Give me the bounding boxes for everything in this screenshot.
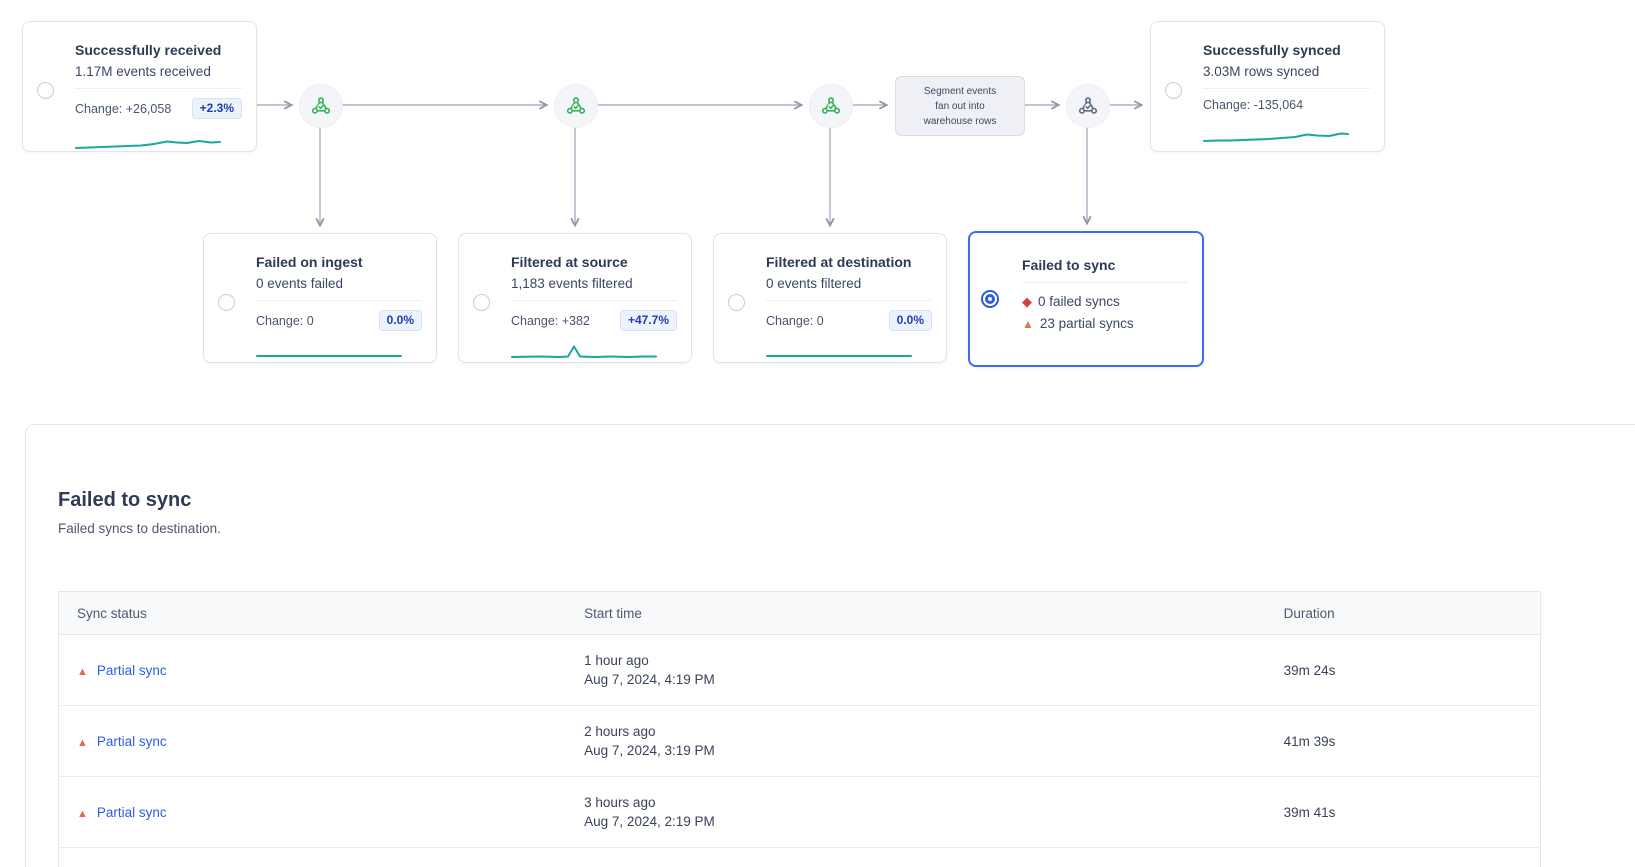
connections-check-icon <box>1078 97 1098 114</box>
divider <box>511 300 677 301</box>
partial-sync-icon: ▲ <box>77 736 88 749</box>
divider <box>256 300 422 301</box>
table-row: ▲ Partial sync 3 hours ago Aug 7, 2024, 2… <box>58 776 1541 848</box>
card-value: 0 events failed <box>256 276 344 291</box>
radio-filtered-at-source[interactable] <box>473 294 490 311</box>
connections-check-icon <box>821 97 841 114</box>
sync-status-link[interactable]: Partial sync <box>96 804 167 820</box>
change-label: Change: -135,064 <box>1203 98 1304 112</box>
partial-sync-icon: ▲ <box>77 665 88 678</box>
sync-status-link[interactable]: Partial sync <box>96 733 167 749</box>
pipeline-node-icon-3 <box>809 84 853 128</box>
column-header-start-time: Start time <box>566 591 1266 635</box>
change-label: Change: +382 <box>511 313 590 328</box>
column-header-duration: Duration <box>1265 591 1541 635</box>
fan-out-note-line: fan out into <box>935 100 985 112</box>
pipeline-node-icon-1 <box>299 84 343 128</box>
sparkline <box>511 345 657 358</box>
stage-card-filtered-at-destination[interactable]: Filtered at destination 0 events filtere… <box>713 233 947 363</box>
duration-value: 41m 39s <box>1265 705 1541 777</box>
fan-out-note: Segment events fan out into warehouse ro… <box>895 76 1025 136</box>
card-title: Filtered at source <box>511 254 628 270</box>
stage-card-filtered-at-source[interactable]: Filtered at source 1,183 events filtered… <box>458 233 692 363</box>
table-header-row: Sync status Start time Duration <box>58 591 1541 635</box>
failed-syncs-icon: ◆ <box>1022 294 1032 309</box>
radio-failed-on-ingest[interactable] <box>218 294 235 311</box>
start-datetime: Aug 7, 2024, 2:19 PM <box>584 814 715 829</box>
fan-out-note-line: Segment events <box>923 85 997 97</box>
change-badge: +47.7% <box>619 310 677 331</box>
stage-card-failed-to-sync[interactable]: Failed to sync ◆ 0 failed syncs ▲ 23 parti… <box>968 231 1204 367</box>
panel-description: Failed syncs to destination. <box>58 521 221 536</box>
radio-filtered-at-destination[interactable] <box>728 294 745 311</box>
card-value: 1,183 events filtered <box>511 276 633 291</box>
divider <box>766 300 932 301</box>
change-label: Change: +26,058 <box>75 101 172 116</box>
stage-card-failed-on-ingest[interactable]: Failed on ingest 0 events failed Change:… <box>203 233 437 363</box>
start-datetime: Aug 7, 2024, 3:19 PM <box>584 743 715 758</box>
table-row: ▲ Partial sync 1 hour ago Aug 7, 2024, 4:… <box>59 635 1541 706</box>
change-badge: +2.3% <box>191 98 242 119</box>
card-value: 0 events filtered <box>766 276 862 291</box>
panel-title: Failed to sync <box>58 489 192 511</box>
stage-card-successfully-received[interactable]: Successfully received 1.17M events recei… <box>22 21 257 152</box>
change-badge: 0.0% <box>378 310 422 331</box>
fan-out-note-line: warehouse rows <box>923 115 997 127</box>
card-title: Failed to sync <box>1022 257 1116 273</box>
card-title: Successfully received <box>75 42 222 58</box>
sparkline <box>256 355 402 357</box>
card-title: Successfully synced <box>1203 42 1341 58</box>
divider <box>75 88 242 89</box>
failed-syncs-label: 0 failed syncs <box>1038 294 1120 309</box>
partial-sync-icon: ▲ <box>77 807 88 820</box>
sparkline <box>1203 132 1349 142</box>
card-value: 3.03M rows synced <box>1203 64 1320 79</box>
detail-panel: Failed to sync Failed syncs to destinati… <box>25 424 1635 867</box>
connections-check-icon <box>566 97 586 114</box>
radio-successfully-synced[interactable] <box>1165 82 1182 99</box>
radio-failed-to-sync[interactable] <box>981 290 999 308</box>
stage-card-successfully-synced[interactable]: Successfully synced 3.03M rows synced Ch… <box>1150 21 1385 152</box>
divider <box>1022 282 1188 283</box>
sparkline <box>766 355 912 357</box>
change-label: Change: 0 <box>766 313 824 328</box>
change-badge: 0.0% <box>888 310 932 331</box>
duration-value: 39m 41s <box>1265 776 1541 848</box>
card-value: 1.17M events received <box>75 64 211 79</box>
sparkline <box>75 140 221 149</box>
card-title: Filtered at destination <box>766 254 912 270</box>
change-label: Change: 0 <box>256 313 314 328</box>
table-row: ▲ Partial sync 2 hours ago Aug 7, 2024, 3… <box>58 705 1541 777</box>
sync-status-link[interactable]: Partial sync <box>96 662 167 678</box>
relative-time: 1 hour ago <box>584 653 649 668</box>
relative-time: 3 hours ago <box>584 795 656 810</box>
divider <box>1203 88 1370 89</box>
pipeline-node-icon-4 <box>1066 84 1110 128</box>
pipeline-node-icon-2 <box>554 84 598 128</box>
radio-successfully-received[interactable] <box>37 82 54 99</box>
connections-check-icon <box>311 97 331 114</box>
failed-syncs-table: Sync status Start time Duration ▲ Partial… <box>58 591 1541 867</box>
partial-syncs-icon: ▲ <box>1022 317 1034 331</box>
duration-value: 39m 24s <box>1283 662 1336 678</box>
relative-time: 2 hours ago <box>584 724 656 739</box>
start-datetime: Aug 7, 2024, 4:19 PM <box>584 672 715 687</box>
card-title: Failed on ingest <box>256 254 363 270</box>
table-row-clipped <box>58 847 1541 867</box>
partial-syncs-label: 23 partial syncs <box>1039 316 1134 331</box>
column-header-sync-status: Sync status <box>58 591 567 635</box>
